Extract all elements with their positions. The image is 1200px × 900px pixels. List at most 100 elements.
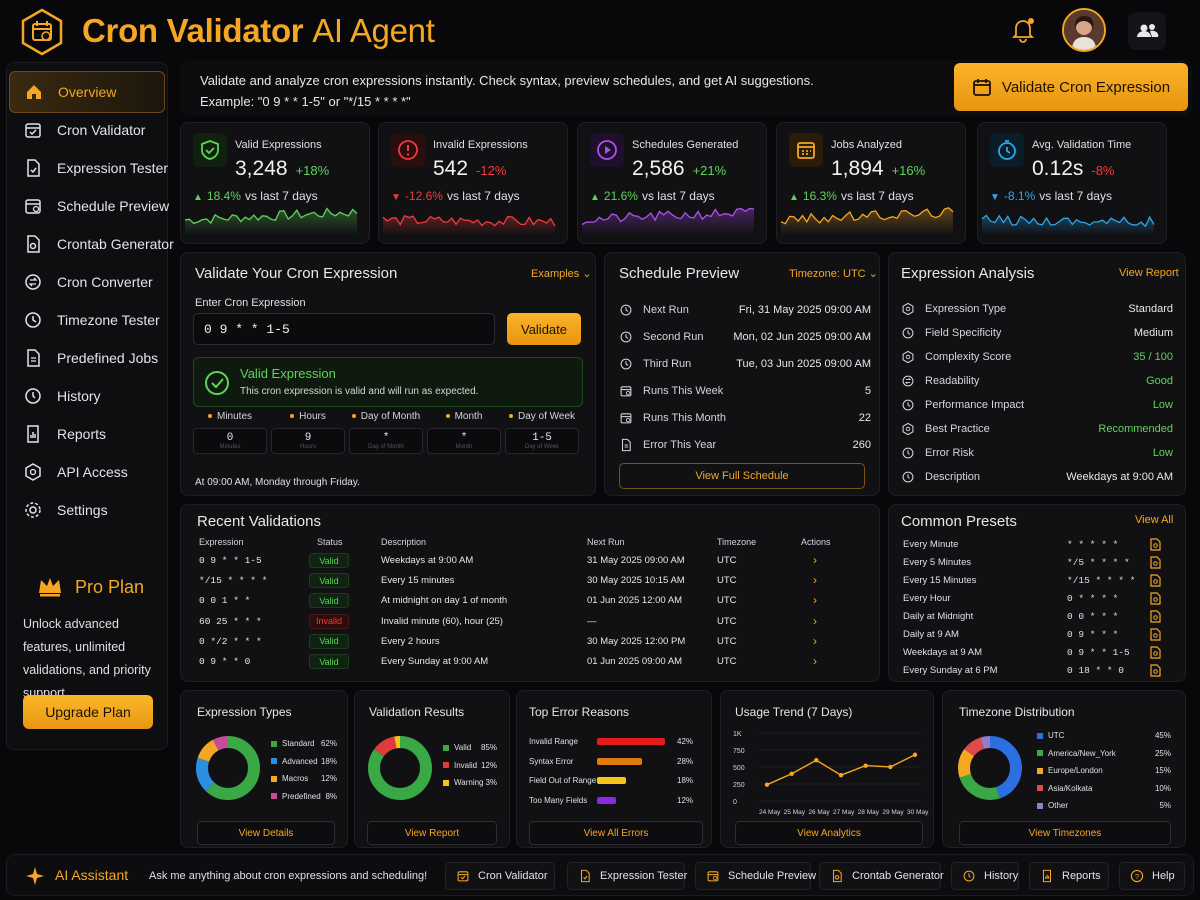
view-details-button[interactable]: View Details	[197, 821, 335, 845]
sidebar-item-cron-validator[interactable]: Cron Validator	[9, 109, 165, 151]
error-bar	[597, 777, 627, 784]
preset-row[interactable]: Weekdays at 9 AM 0 9 * * 1-5	[903, 645, 1167, 663]
preset-row[interactable]: Every Sunday at 6 PM 0 18 * * 0	[903, 663, 1167, 681]
sidebar-item-reports[interactable]: Reports	[9, 413, 165, 455]
chevron-right-icon[interactable]: ›	[813, 553, 817, 567]
legend-value: 8%	[325, 791, 337, 801]
user-avatar[interactable]	[1062, 8, 1106, 52]
sidebar-item-expression-tester[interactable]: Expression Tester	[9, 147, 168, 189]
chevron-right-icon[interactable]: ›	[813, 654, 817, 668]
preset-row[interactable]: Daily at Midnight 0 0 * * *	[903, 609, 1167, 627]
view-full-schedule-button[interactable]: View Full Schedule	[619, 463, 865, 489]
legend-value: 18%	[320, 756, 337, 766]
calendar-grid-icon	[789, 133, 823, 167]
footer-link-history[interactable]: History	[951, 862, 1019, 890]
field-value-box[interactable]: * Month	[427, 428, 501, 454]
view-analytics-button[interactable]: View Analytics	[735, 821, 923, 845]
preset-name: Every 15 Minutes	[903, 575, 977, 586]
copy-icon[interactable]	[1149, 646, 1161, 659]
validate-button[interactable]: Validate	[507, 313, 581, 345]
error-reason-value: 28%	[677, 756, 694, 766]
stat-sparkline	[382, 214, 556, 235]
field-value-box[interactable]: 0 Minutes	[193, 428, 267, 454]
footer-link-help[interactable]: ? Help	[1119, 862, 1185, 890]
view-all-errors-button[interactable]: View All Errors	[529, 821, 703, 845]
field-value-box[interactable]: * Day of Month	[349, 428, 423, 454]
stat-comparison: ▼ -12.6% vs last 7 days	[391, 189, 520, 203]
footer-link-crontab-generator[interactable]: Crontab Generator	[819, 862, 944, 890]
cron-expression-input[interactable]	[193, 313, 495, 345]
table-row[interactable]: 0 */2 * * * Valid Every 2 hours 30 May 2025…	[181, 632, 881, 652]
ai-assistant-prompt[interactable]: Ask me anything about cron expressions a…	[149, 870, 428, 882]
sidebar-item-schedule-preview[interactable]: Schedule Preview	[9, 185, 169, 227]
view-timezones-button[interactable]: View Timezones	[959, 821, 1171, 845]
view-all-presets-link[interactable]: View All	[1135, 514, 1174, 526]
analysis-row-value: Medium	[1133, 327, 1173, 339]
stat-sparkline	[581, 207, 755, 235]
notifications-bell-icon[interactable]	[1010, 16, 1036, 44]
upgrade-plan-button[interactable]: Upgrade Plan	[23, 695, 153, 729]
sidebar-item-settings[interactable]: Settings	[9, 489, 165, 531]
table-row[interactable]: 0 9 * * 0 Valid Every Sunday at 9:00 AM 01 …	[181, 652, 881, 672]
footer-link-schedule-preview[interactable]: Schedule Preview	[695, 862, 816, 890]
table-row[interactable]: 60 25 * * * Invalid Invalid minute (60), h…	[181, 612, 881, 632]
stat-label: Schedules Generated	[632, 139, 739, 151]
footer-link-reports[interactable]: Reports	[1029, 862, 1109, 890]
stat-comparison-pct: 16.3%	[802, 189, 837, 203]
legend-label: Invalid	[454, 760, 478, 770]
expression-types-title: Expression Types	[197, 705, 292, 719]
team-users-icon[interactable]	[1128, 12, 1166, 50]
copy-icon[interactable]	[1149, 628, 1161, 641]
table-row[interactable]: 0 9 * * 1-5 Valid Weekdays at 9:00 AM 31 Ma…	[181, 551, 881, 571]
chevron-right-icon[interactable]: ›	[813, 633, 817, 648]
chevron-right-icon[interactable]: ›	[813, 593, 817, 608]
donut-slice-predefined	[196, 736, 260, 800]
top-error-reasons-card: Top Error Reasons Invalid Range 42% Syntax…	[516, 690, 712, 848]
view-report-link[interactable]: View Report	[1119, 267, 1179, 279]
stat-comparison: ▼ -8.1% vs last 7 days	[990, 189, 1112, 203]
timezone-dropdown[interactable]: Timezone: UTC ⌄	[789, 268, 878, 280]
preset-row[interactable]: Every Minute * * * * *	[903, 537, 1167, 555]
donut-slice-europe-london	[958, 736, 1022, 800]
sidebar-item-timezone-tester[interactable]: Timezone Tester	[9, 299, 165, 341]
sidebar-item-crontab-generator[interactable]: Crontab Generator	[9, 223, 174, 265]
analysis-row-value: Weekdays at 9:00 AM	[1066, 471, 1173, 483]
copy-icon[interactable]	[1149, 664, 1161, 677]
row-description: Weekdays at 9:00 AM	[381, 555, 474, 566]
chevron-right-icon[interactable]: ›	[813, 573, 817, 588]
analysis-row: Performance Impact Low	[901, 393, 1173, 417]
stat-number: 542	[433, 157, 469, 180]
field-value: 9	[304, 432, 312, 444]
copy-icon[interactable]	[1149, 574, 1161, 587]
table-row[interactable]: 0 0 1 * * Valid At midnight on day 1 of mo…	[181, 591, 881, 611]
schedule-row-value: 260	[852, 439, 871, 451]
view-report-button[interactable]: View Report	[367, 821, 497, 845]
sidebar-item-history[interactable]: History	[9, 375, 165, 417]
copy-icon[interactable]	[1149, 538, 1161, 551]
field-value-box[interactable]: 9 Hours	[271, 428, 345, 454]
table-row[interactable]: */15 * * * * Valid Every 15 minutes 30 May …	[181, 571, 881, 591]
y-tick-label: 500	[733, 765, 745, 772]
sidebar-item-cron-converter[interactable]: Cron Converter	[9, 261, 165, 303]
preset-row[interactable]: Every 5 Minutes */5 * * * *	[903, 555, 1167, 573]
api-icon	[23, 462, 43, 482]
sidebar-item-overview[interactable]: Overview	[9, 71, 165, 113]
field-value: 0	[226, 432, 234, 444]
examples-dropdown[interactable]: Examples ⌄	[531, 268, 592, 280]
sidebar-item-predefined-jobs[interactable]: Predefined Jobs	[9, 337, 165, 379]
donut-slice-other	[958, 736, 1022, 800]
field-value-box[interactable]: 1-5 Day of Week	[505, 428, 579, 454]
sidebar-item-api-access[interactable]: API Access	[9, 451, 165, 493]
copy-icon[interactable]	[1149, 610, 1161, 623]
preset-row[interactable]: Every 15 Minutes */15 * * * *	[903, 573, 1167, 591]
footer-link-expression-tester[interactable]: Expression Tester	[567, 862, 687, 890]
chevron-right-icon[interactable]: ›	[813, 613, 817, 628]
footer-link-cron-validator[interactable]: Cron Validator	[445, 862, 555, 890]
preset-row[interactable]: Daily at 9 AM 0 9 * * *	[903, 627, 1167, 645]
ai-assistant-label[interactable]: AI Assistant	[55, 867, 129, 883]
preset-row[interactable]: Every Hour 0 * * * *	[903, 591, 1167, 609]
copy-icon[interactable]	[1149, 592, 1161, 605]
copy-icon[interactable]	[1149, 556, 1161, 569]
validate-cron-expression-button[interactable]: Validate Cron Expression	[954, 63, 1188, 111]
error-bar	[597, 796, 617, 804]
